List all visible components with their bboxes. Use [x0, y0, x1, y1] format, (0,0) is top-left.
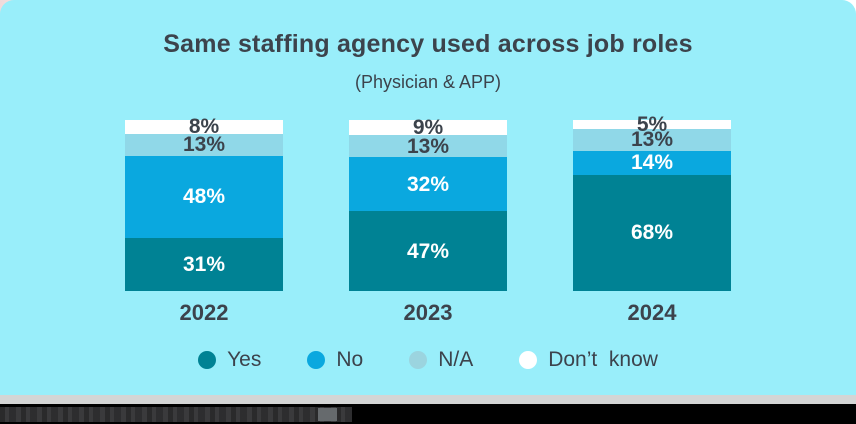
bar-segment-don-t-know-2022: 8%	[125, 116, 283, 137]
legend-swatch-no-icon	[307, 351, 326, 369]
chart-title: Same staffing agency used across job rol…	[163, 30, 693, 58]
legend-item-n-a: N/A	[409, 348, 473, 372]
segment-value-label: 9%	[412, 116, 444, 140]
segment-value-label: 32%	[406, 172, 450, 196]
footer-black-bar	[0, 404, 856, 424]
chart-subtitle: (Physician & APP)	[354, 72, 502, 92]
legend-label: Don’t know	[548, 348, 658, 371]
bar-segment-yes-2024: 68%	[573, 174, 731, 291]
bar-stack: 9% 13% 32% 47%	[349, 116, 507, 291]
legend-label: N/A	[438, 348, 474, 371]
legend: Yes No N/A Don’t know	[0, 348, 856, 372]
bar-segment-don-t-know-2023: 9%	[349, 116, 507, 140]
segment-value-label: 48%	[182, 185, 226, 209]
segment-value-label: 47%	[406, 239, 450, 263]
segment-value-label: 31%	[182, 253, 226, 276]
bar-segment-n-a-2022: 13%	[125, 133, 283, 157]
legend-item-no: No	[307, 348, 363, 372]
legend-item-don-t-know: Don’t know	[519, 348, 658, 372]
bar-stack: 5% 13% 14% 68%	[573, 114, 731, 291]
footer-caption-glyph	[318, 408, 337, 421]
bar-group-2024: 5% 13% 14% 68% 2024	[573, 114, 731, 326]
legend-swatch-don-t-know-icon	[519, 351, 538, 369]
bar-segment-no-2022: 48%	[125, 155, 283, 238]
legend-label: No	[336, 348, 364, 371]
bar-segment-n-a-2023: 13%	[349, 134, 507, 158]
year-label-2024: 2024	[627, 300, 677, 325]
bar-segment-no-2024: 14%	[573, 150, 731, 175]
legend-swatch-yes-icon	[198, 351, 217, 369]
bar-segment-yes-2022: 31%	[125, 238, 283, 292]
bar-chart: 8% 13% 48% 31% 2022 9% 13% 32% 47% 2023 5% 13% 14% 68…	[0, 114, 856, 326]
bar-segment-yes-2023: 47%	[349, 211, 507, 291]
chart-card: Same staffing agency used across job rol…	[0, 0, 856, 395]
segment-value-label: 68%	[630, 221, 674, 245]
bar-segment-n-a-2024: 13%	[573, 128, 731, 152]
legend-label: Yes	[227, 348, 262, 371]
segment-value-label: 13%	[406, 134, 450, 158]
legend-swatch-n-a-icon	[409, 351, 428, 369]
segment-value-label: 13%	[182, 133, 226, 157]
footer-caption-box	[0, 407, 352, 422]
footer-gray-strip	[0, 395, 856, 404]
bar-group-2022: 8% 13% 48% 31% 2022	[125, 116, 283, 326]
bar-segment-don-t-know-2024: 5%	[573, 114, 731, 135]
bar-stack: 8% 13% 48% 31%	[125, 116, 283, 292]
year-label-2023: 2023	[403, 300, 453, 325]
legend-item-yes: Yes	[198, 348, 261, 372]
segment-value-label: 14%	[630, 151, 674, 175]
segment-value-label: 13%	[630, 128, 674, 152]
year-label-2022: 2022	[179, 300, 229, 325]
bar-segment-no-2023: 32%	[349, 157, 507, 212]
segment-value-label: 8%	[188, 115, 220, 139]
segment-value-label: 5%	[636, 112, 668, 136]
bar-group-2023: 9% 13% 32% 47% 2023	[349, 116, 507, 326]
